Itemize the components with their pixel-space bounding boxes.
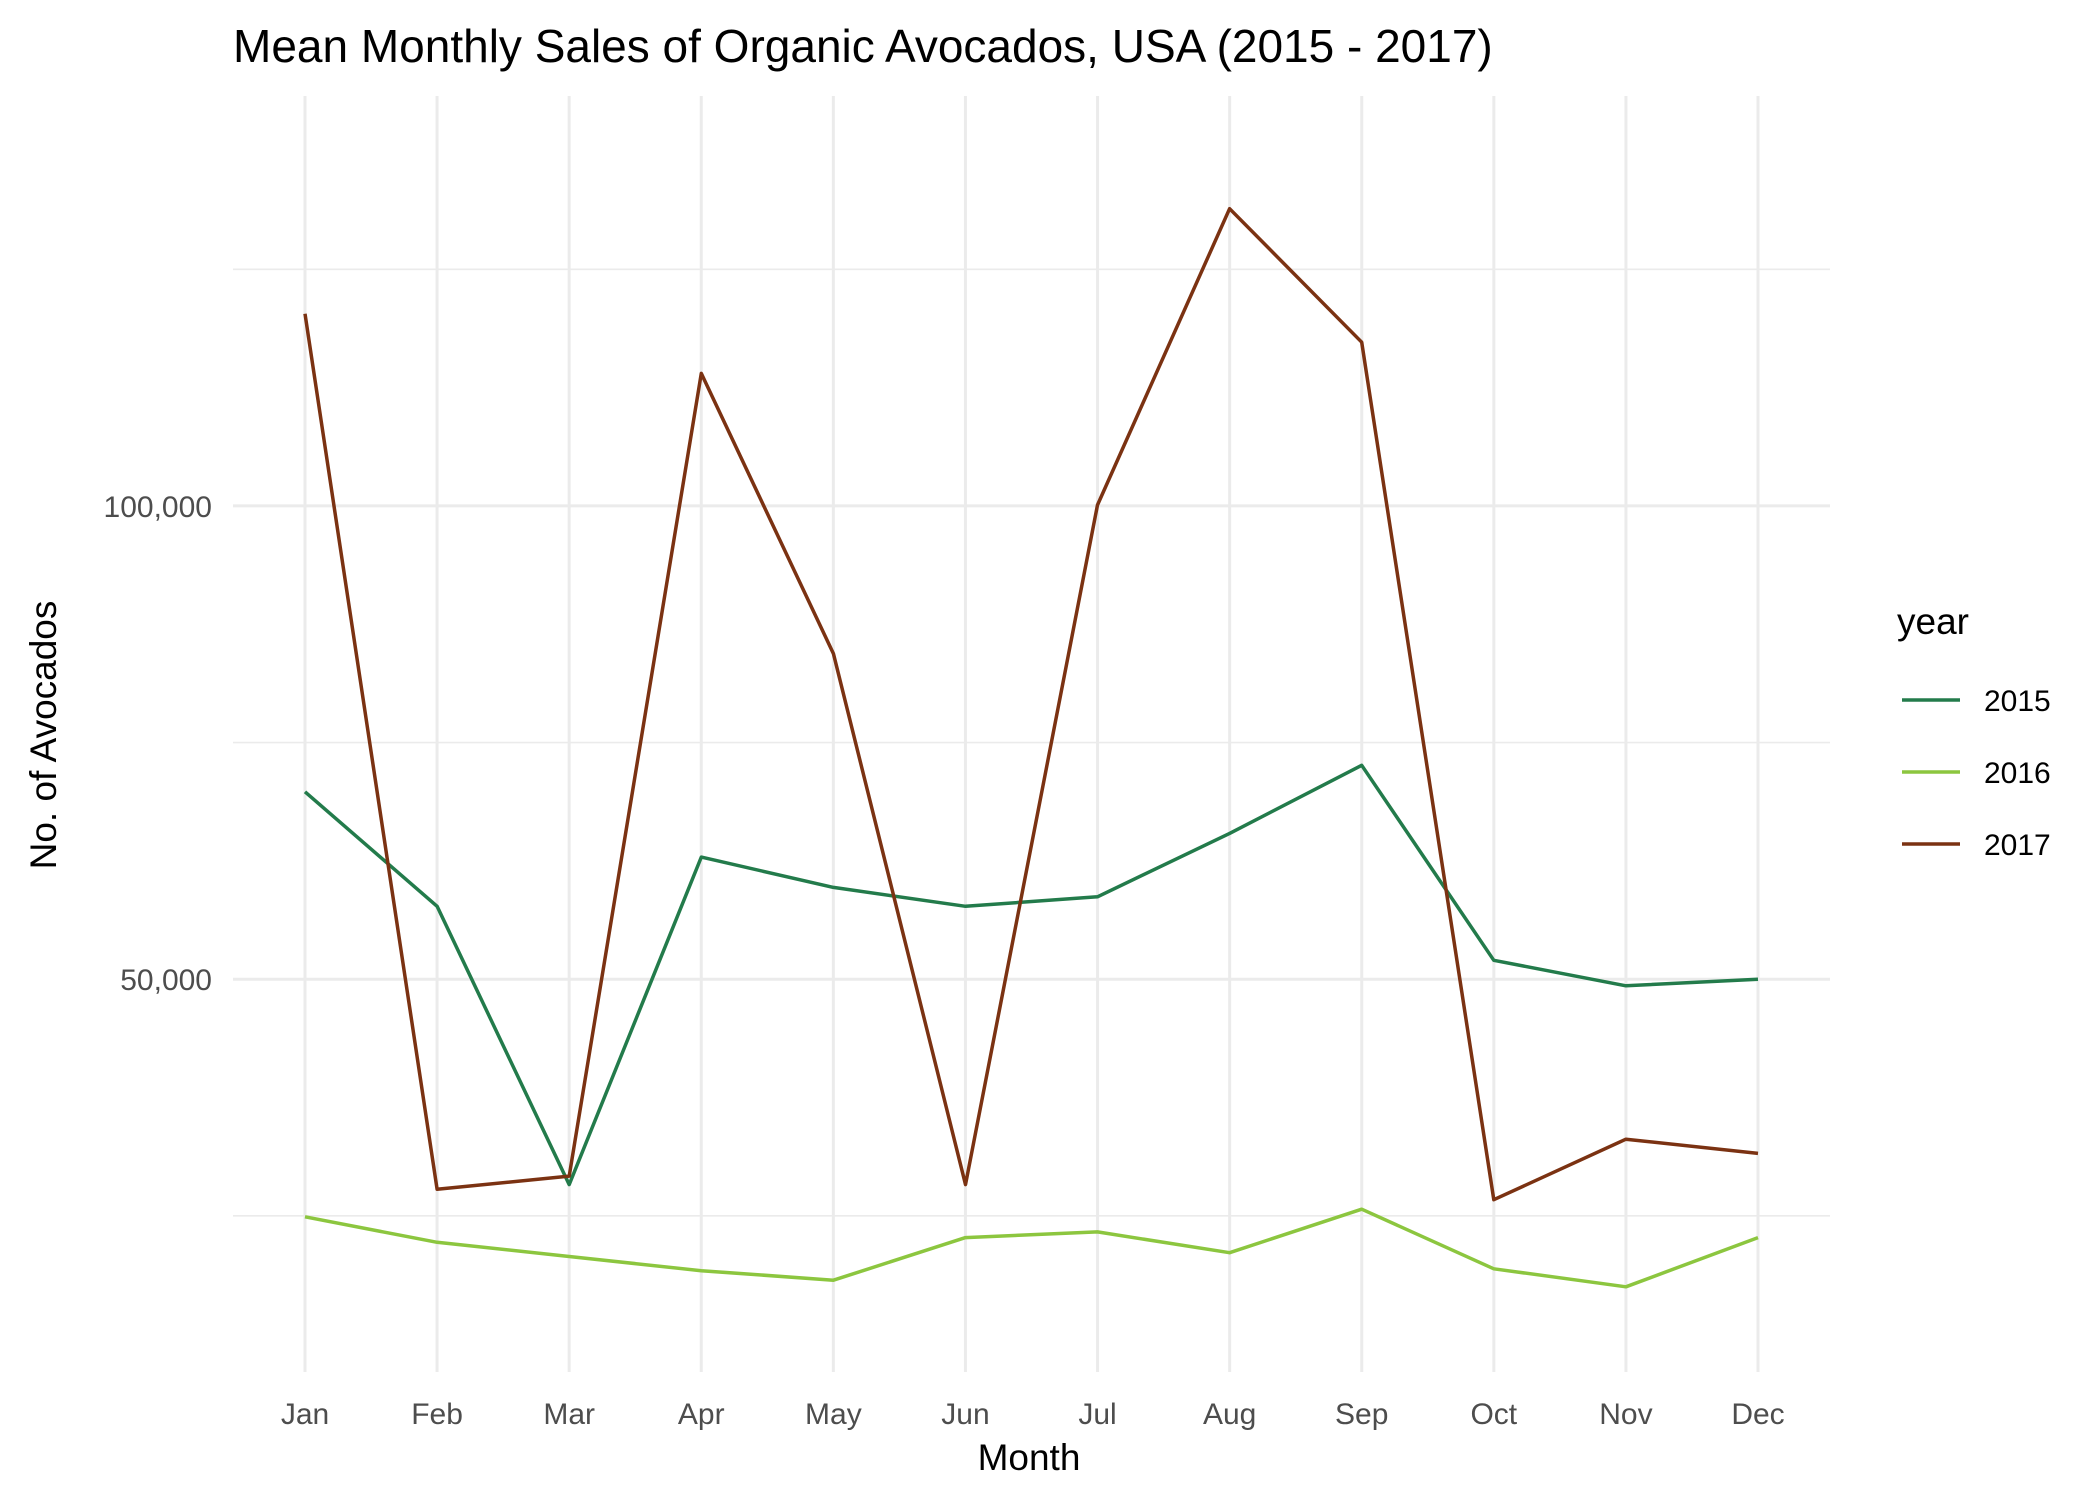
- chart-title: Mean Monthly Sales of Organic Avocados, …: [233, 20, 1493, 72]
- legend-title: year: [1897, 601, 1969, 642]
- x-tick-label: Oct: [1470, 1398, 1517, 1431]
- series-line-2017: [303, 206, 1759, 1202]
- x-tick-label: Mar: [543, 1398, 595, 1431]
- grid: [233, 96, 1830, 1372]
- x-tick-label: Dec: [1731, 1398, 1784, 1431]
- x-tick-label: May: [805, 1398, 862, 1431]
- x-tick-label: Nov: [1599, 1398, 1652, 1431]
- x-axis-ticks: Jan Feb Mar Apr May Jun Jul Aug Sep Oct Nov Dec: [281, 1398, 1785, 1431]
- x-tick-label: Jan: [281, 1398, 329, 1431]
- series-line-2016: [304, 1207, 1759, 1289]
- x-tick-label: Jun: [941, 1398, 989, 1431]
- series-layer: [303, 206, 1759, 1289]
- x-tick-label: Jul: [1078, 1398, 1116, 1431]
- legend-label-2017: 2017: [1984, 829, 2051, 862]
- legend: year 2015 2016 2017: [1897, 601, 2051, 862]
- x-tick-label: Apr: [678, 1398, 725, 1431]
- y-axis-ticks: 50,000 100,000: [104, 491, 212, 997]
- x-axis-title: Month: [978, 1437, 1081, 1478]
- x-tick-label: Aug: [1203, 1398, 1256, 1431]
- y-tick-label: 100,000: [104, 491, 212, 524]
- y-tick-label: 50,000: [120, 964, 212, 997]
- series-line-2015: [303, 763, 1759, 1187]
- x-tick-label: Sep: [1335, 1398, 1388, 1431]
- y-axis-title: No. of Avocados: [23, 601, 64, 870]
- legend-label-2016: 2016: [1984, 757, 2051, 790]
- x-tick-label: Feb: [411, 1398, 463, 1431]
- legend-label-2015: 2015: [1984, 685, 2051, 718]
